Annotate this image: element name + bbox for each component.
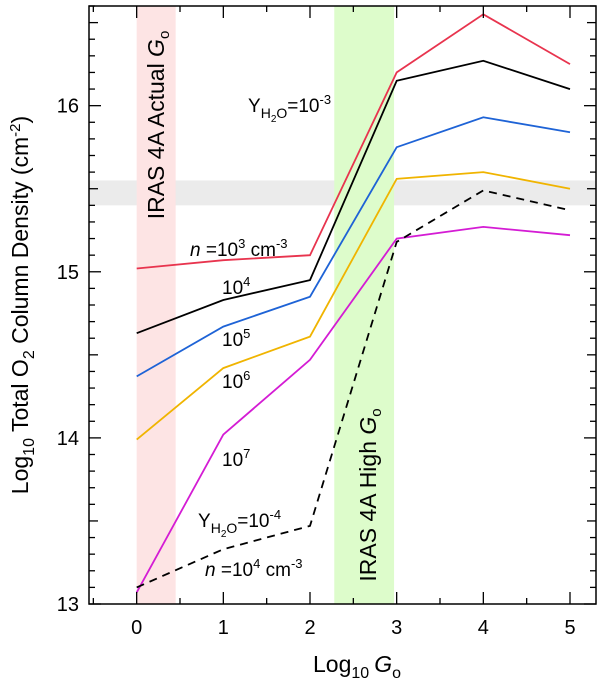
- x-tick-label: 5: [564, 617, 575, 639]
- annotation-n-1e4: 104: [222, 274, 250, 299]
- annotation-yh2o-1e-4: YH2O=10-4: [198, 507, 281, 540]
- series-line-3: [136, 116, 571, 378]
- x-tick-label: 2: [304, 617, 315, 639]
- y-axis-title: Log10 Total O2 Column Density (cm-2): [7, 116, 38, 494]
- annotation-n-1e7: 107: [222, 446, 250, 471]
- plot-frame: [88, 5, 597, 605]
- y-tick-label: 16: [57, 96, 79, 118]
- x-tick-label: 4: [478, 617, 489, 639]
- series-line-1: [136, 13, 571, 270]
- x-tick-label: 0: [131, 617, 142, 639]
- x-axis-title: Log10 Go: [313, 651, 401, 681]
- series-lines: [135, 13, 571, 593]
- tick-labels: 0 1 2 3 4 5 13 14 15 16: [57, 96, 576, 639]
- series-line-5: [135, 225, 571, 593]
- annotation-n-1e6: 106: [222, 368, 250, 393]
- annotation-yh2o-1e-3: YH2O=10-3: [248, 92, 331, 125]
- x-tick-label: 1: [218, 617, 229, 639]
- y-tick-label: 14: [57, 428, 79, 450]
- series-line-4: [136, 171, 571, 441]
- y-tick-label: 13: [57, 594, 79, 616]
- x-tick-label: 3: [391, 617, 402, 639]
- high-go-band-label: IRAS 4A High Go: [355, 408, 385, 581]
- annotation-n-1e3: n =103 cm-3: [190, 236, 288, 261]
- y-tick-label: 15: [57, 262, 79, 284]
- series-line-2: [136, 59, 571, 335]
- high-go-band: [334, 6, 395, 604]
- actual-go-band-label: IRAS 4A Actual Go: [143, 31, 173, 220]
- annotation-n-1e4-dashed: n =104 cm-3: [205, 556, 303, 581]
- actual-go-band: [136, 6, 176, 604]
- annotation-n-1e5: 105: [222, 326, 250, 351]
